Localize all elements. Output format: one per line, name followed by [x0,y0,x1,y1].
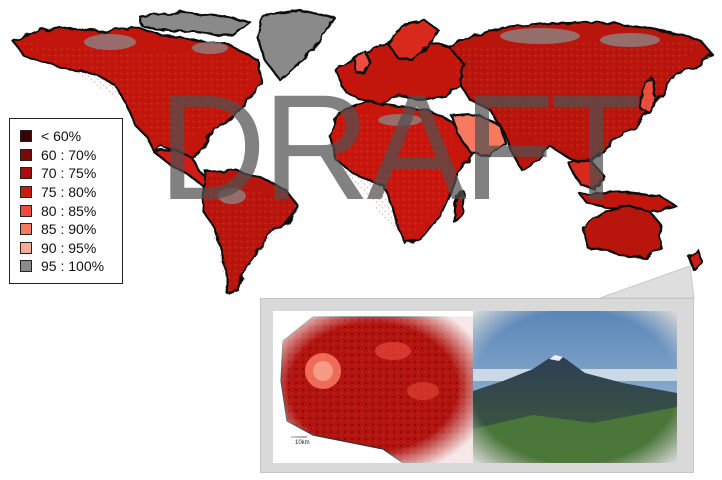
legend-item: 60 : 70% [20,146,122,165]
inset-map-graphic [273,311,473,463]
legend-item: < 60% [20,127,122,146]
legend-label: 60 : 70% [41,146,97,163]
landmass-arctic-islands [138,10,252,38]
landmass-southeast-asia [566,158,606,192]
legend-swatch [20,204,32,217]
mountain-photo-graphic [473,311,677,463]
legend-label: < 60% [41,128,82,145]
landmass-africa [328,100,476,246]
legend-swatch [20,130,32,143]
legend-label: 90 : 95% [41,239,97,256]
legend-swatch [20,186,32,199]
legend-item: 95 : 100% [20,257,122,276]
legend-item: 90 : 95% [20,239,122,258]
legend-item: 70 : 75% [20,164,122,183]
landmass-scandinavia [386,18,440,62]
map-legend: < 60% 60 : 70% 70 : 75% 75 : 80% 80 : 85… [9,118,123,284]
legend-item: 85 : 90% [20,220,122,239]
landmass-british-isles [352,48,372,76]
inset-zoomed-map: 10km [273,311,473,463]
callout-wedge [599,265,695,299]
landmass-madagascar [452,190,466,224]
legend-swatch [20,223,32,236]
legend-swatch [20,167,32,180]
legend-item: 75 : 80% [20,183,122,202]
mountain-photo [473,311,677,463]
legend-label: 70 : 75% [41,165,97,182]
zoom-inset-panel: 10km [260,298,694,473]
landmass-indonesia [578,190,678,214]
legend-swatch [20,148,32,161]
landmass-new-zealand [686,248,704,272]
scale-label: 10km [295,440,310,446]
landmass-greenland [256,8,337,82]
legend-label: 85 : 90% [41,221,97,238]
landmass-south-america [200,168,300,296]
legend-swatch [20,241,32,254]
landmass-australia [580,204,664,260]
legend-label: 95 : 100% [41,258,105,275]
legend-item: 80 : 85% [20,201,122,220]
legend-swatch [20,260,32,273]
legend-label: 80 : 85% [41,202,97,219]
legend-label: 75 : 80% [41,184,97,201]
